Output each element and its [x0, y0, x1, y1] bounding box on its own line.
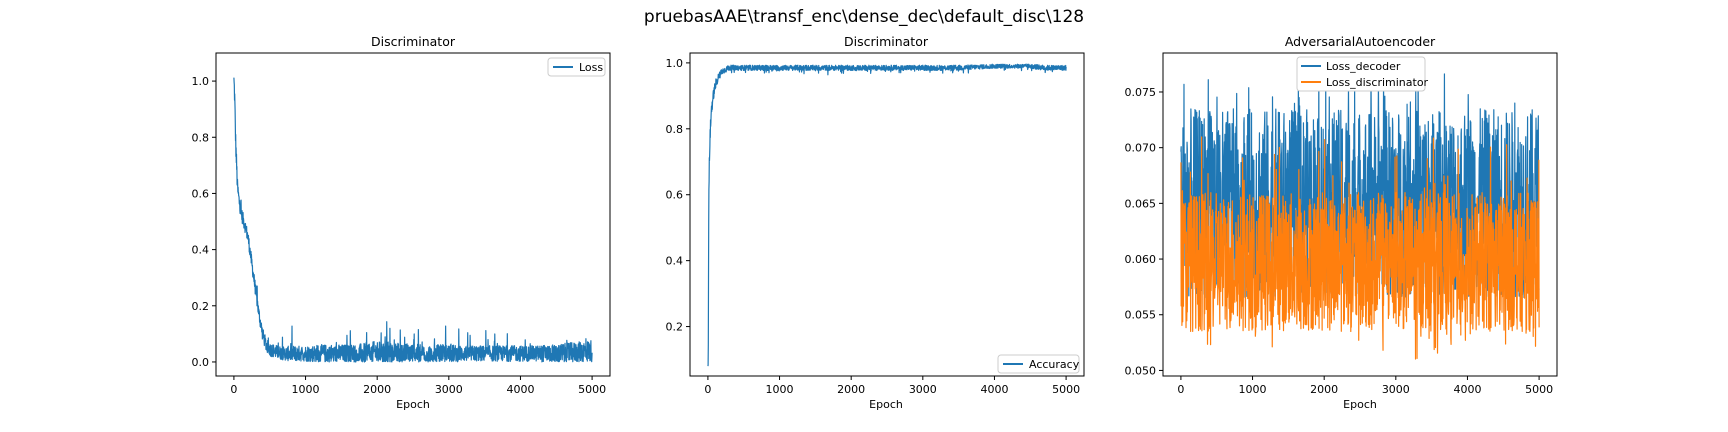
- x-tick-label: 2000: [1310, 383, 1338, 396]
- y-tick-label: 1.0: [192, 75, 210, 88]
- loss-legend: Loss: [547, 57, 606, 77]
- loss-legend-box: [547, 57, 606, 77]
- y-tick-label: 0.6: [192, 187, 210, 200]
- x-tick-label: 5000: [578, 383, 606, 396]
- y-tick-label: 0.4: [192, 244, 210, 257]
- loss-panel: Discriminator 0 1000 2000 3000 4000 5000 0.0 0.…: [192, 34, 611, 411]
- y-tick-label: 0.6: [666, 189, 684, 202]
- accuracy-panel-title: Discriminator: [844, 34, 929, 49]
- y-tick-label: 0.2: [666, 321, 684, 334]
- x-tick-label: 2000: [837, 383, 865, 396]
- accuracy-axis-ticks: 0 1000 2000 3000 4000 5000 0.2 0.4 0.6 0.8 1.0: [666, 57, 1081, 396]
- aae-legend-label-decoder: Loss_decoder: [1326, 60, 1401, 73]
- x-tick-label: 4000: [1453, 383, 1481, 396]
- x-tick-label: 0: [230, 383, 237, 396]
- loss-panel-title: Discriminator: [371, 34, 456, 49]
- x-tick-label: 3000: [435, 383, 463, 396]
- accuracy-panel: Discriminator 0 1000 2000 3000 4000 5000 0.2 0.…: [666, 34, 1085, 411]
- y-tick-label: 0.055: [1125, 309, 1157, 322]
- y-tick-label: 1.0: [666, 57, 684, 70]
- x-tick-label: 1000: [292, 383, 320, 396]
- y-tick-label: 0.065: [1125, 197, 1157, 210]
- y-tick-label: 0.4: [666, 255, 684, 268]
- loss-plot-area: [233, 77, 593, 363]
- accuracy-legend: Accuracy: [997, 354, 1080, 374]
- aae-legend-label-discriminator: Loss_discriminator: [1326, 76, 1429, 89]
- y-tick-label: 0.8: [666, 123, 684, 136]
- loss-series-line: [233, 77, 593, 363]
- aae-axis-ticks: 0 1000 2000 3000 4000 5000 0.050 0.055 0.060 0.06…: [1125, 86, 1554, 396]
- accuracy-plot-area: [707, 63, 1067, 367]
- aae-plot-area: [1180, 70, 1540, 360]
- accuracy-legend-label: Accuracy: [1029, 358, 1080, 371]
- aae-legend-box: [1296, 56, 1426, 92]
- x-tick-label: 0: [704, 383, 711, 396]
- x-tick-label: 1000: [766, 383, 794, 396]
- loss-discriminator-series-line: [1180, 136, 1540, 360]
- aae-x-axis-label: Epoch: [1343, 398, 1377, 411]
- accuracy-x-axis-label: Epoch: [869, 398, 903, 411]
- x-tick-label: 0: [1177, 383, 1184, 396]
- y-tick-label: 0.8: [192, 131, 210, 144]
- aae-panel-title: AdversarialAutoencoder: [1285, 34, 1436, 49]
- accuracy-axes-frame: [689, 52, 1085, 377]
- x-tick-label: 4000: [980, 383, 1008, 396]
- y-tick-label: 0.2: [192, 300, 210, 313]
- x-tick-label: 3000: [909, 383, 937, 396]
- loss-axes-frame: [215, 52, 611, 377]
- x-tick-label: 5000: [1525, 383, 1553, 396]
- y-tick-label: 0.060: [1125, 253, 1157, 266]
- y-tick-label: 0.075: [1125, 86, 1157, 99]
- x-tick-label: 4000: [506, 383, 534, 396]
- y-tick-label: 0.0: [192, 356, 210, 369]
- loss-legend-label: Loss: [579, 61, 603, 74]
- x-tick-label: 3000: [1382, 383, 1410, 396]
- x-tick-label: 1000: [1239, 383, 1267, 396]
- x-tick-label: 2000: [363, 383, 391, 396]
- x-tick-label: 5000: [1052, 383, 1080, 396]
- aae-axes-frame: [1162, 52, 1558, 377]
- aae-panel: AdversarialAutoencoder 0 1000 2000 3000 4000…: [1125, 34, 1558, 411]
- aae-legend: Loss_decoder Loss_discriminator: [1296, 56, 1429, 92]
- loss-axis-ticks: 0 1000 2000 3000 4000 5000 0.0 0.2 0.4 0.6 0.8 1.0: [192, 75, 607, 396]
- accuracy-legend-box: [997, 354, 1080, 374]
- accuracy-series-line: [707, 63, 1067, 367]
- loss-x-axis-label: Epoch: [396, 398, 430, 411]
- y-tick-label: 0.050: [1125, 364, 1157, 377]
- y-tick-label: 0.070: [1125, 142, 1157, 155]
- figure-suptitle: pruebasAAE\transf_enc\dense_dec\default_…: [644, 7, 1084, 27]
